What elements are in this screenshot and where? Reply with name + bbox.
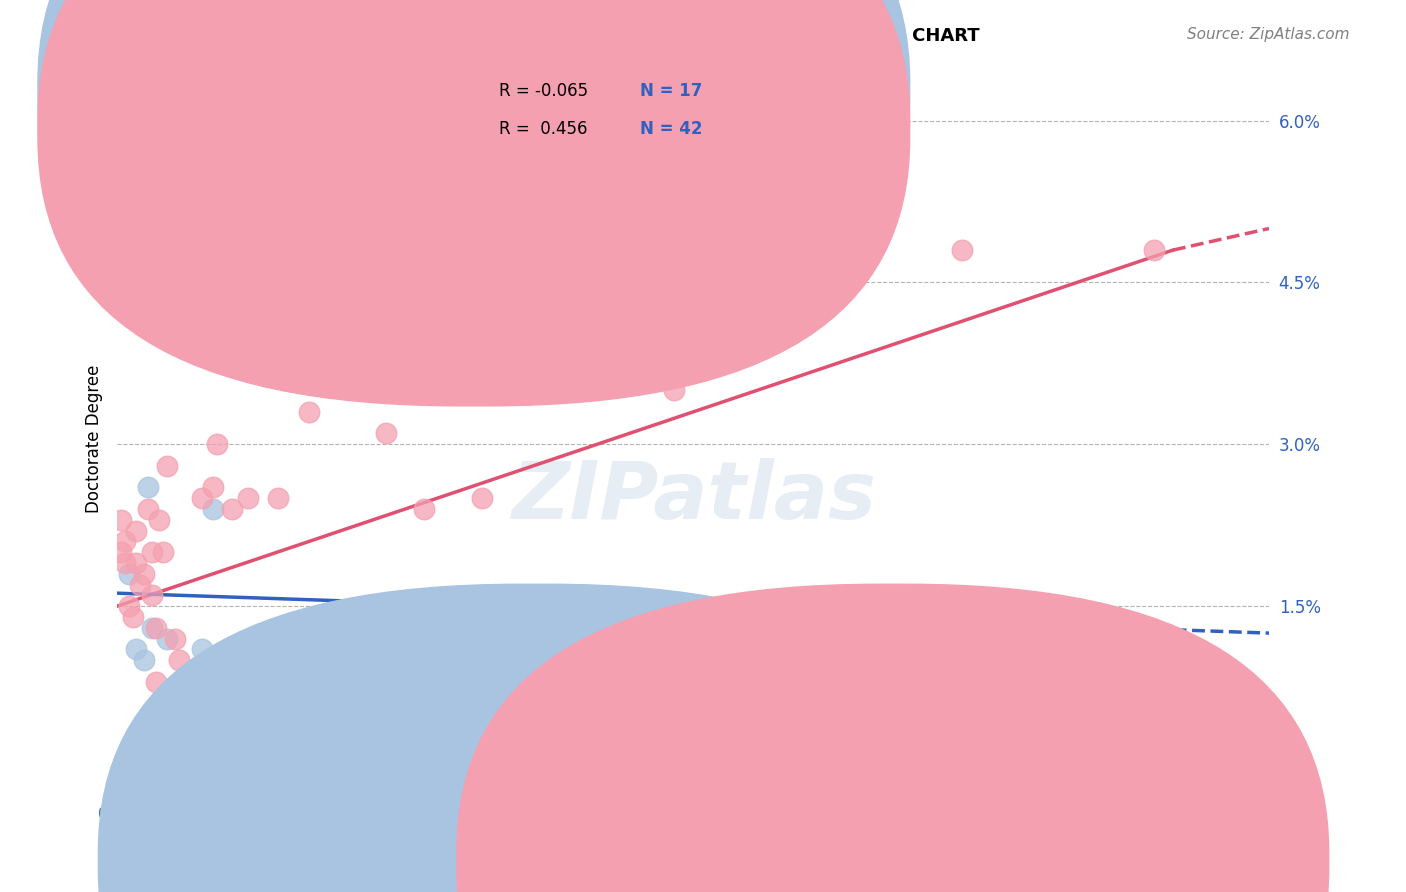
Point [110,513,132,527]
Text: Source: ZipAtlas.com: Source: ZipAtlas.com [1187,27,1350,42]
Point [671,685,693,699]
Point [229,642,252,657]
Text: ZIPatlas: ZIPatlas [510,458,876,536]
Text: N = 42: N = 42 [640,120,702,138]
Point [202,502,225,516]
Point [194,706,217,721]
Point [114,534,136,549]
Point [202,480,225,494]
Point [145,621,167,635]
Point [132,566,155,581]
Point [148,513,170,527]
Point [152,545,174,559]
Point [118,599,141,614]
Point [125,524,148,538]
Text: Costa Ricans: Costa Ricans [914,854,1012,868]
Point [405,664,427,678]
Point [156,458,179,473]
Point [190,642,212,657]
Point [114,556,136,570]
Point [172,674,194,689]
Point [662,642,685,657]
Text: N = 17: N = 17 [640,82,702,100]
Point [156,632,179,646]
Point [298,405,321,419]
Point [141,545,163,559]
Point [125,642,148,657]
Point [236,491,259,506]
Text: Immigrants from Cambodia: Immigrants from Cambodia [555,854,766,868]
Point [132,653,155,667]
Text: R =  0.456: R = 0.456 [499,120,588,138]
Point [190,491,212,506]
Point [136,502,159,516]
Point [145,718,167,732]
Point [183,696,205,710]
Point [183,718,205,732]
Point [125,556,148,570]
Point [240,642,263,657]
Text: 30.0%: 30.0% [1244,807,1294,822]
Point [413,502,436,516]
Text: IMMIGRANTS FROM CAMBODIA VS COSTA RICAN DOCTORATE DEGREE CORRELATION CHART: IMMIGRANTS FROM CAMBODIA VS COSTA RICAN … [56,27,980,45]
Point [129,577,152,591]
Point [205,437,228,451]
Point [356,642,378,657]
Point [187,685,209,699]
Point [163,706,186,721]
Point [1143,243,1166,257]
Point [720,664,742,678]
Text: 0.0%: 0.0% [98,807,136,822]
Point [336,621,359,635]
Point [305,632,328,646]
Point [221,502,243,516]
Text: R = -0.065: R = -0.065 [499,82,588,100]
Point [121,610,143,624]
Point [394,674,416,689]
Point [950,243,973,257]
Point [374,426,396,441]
Point [471,491,494,506]
Point [110,545,132,559]
Point [148,696,170,710]
Point [141,621,163,635]
Y-axis label: Doctorate Degree: Doctorate Degree [86,365,103,513]
Point [167,653,190,667]
Point [163,632,186,646]
Point [141,588,163,602]
Point [145,674,167,689]
Point [136,480,159,494]
Point [267,491,290,506]
Point [662,384,685,398]
Point [118,566,141,581]
